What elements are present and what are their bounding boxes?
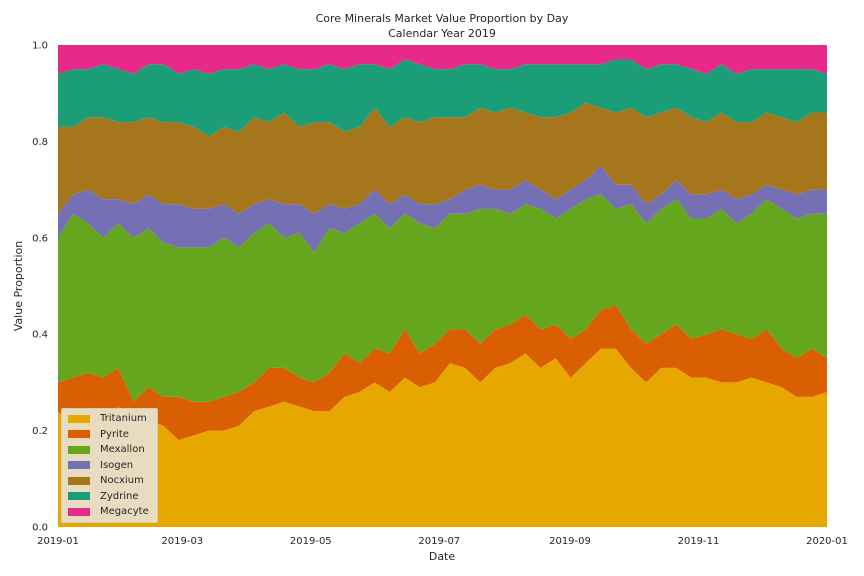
x-tick-label: 2019-07 xyxy=(418,536,460,547)
y-axis-ticks: 0.0 0.2 0.4 0.6 0.8 1.0 xyxy=(32,41,48,534)
x-tick-label: 2019-09 xyxy=(549,536,591,547)
x-tick-label: 2019-01 xyxy=(37,536,79,547)
legend-label: Nocxium xyxy=(100,475,144,487)
area-layers xyxy=(58,45,827,527)
legend-swatch xyxy=(68,461,90,470)
x-tick-label: 2019-05 xyxy=(290,536,332,547)
legend-item-mexallon: Mexallon xyxy=(62,442,157,458)
legend-label: Mexallon xyxy=(100,444,145,456)
y-tick-label: 0.6 xyxy=(32,233,48,244)
y-tick-label: 1.0 xyxy=(32,41,48,52)
area-series-zydrine xyxy=(58,59,827,137)
y-axis-label: Value Proportion xyxy=(12,241,25,331)
legend-label: Isogen xyxy=(100,459,134,471)
legend-swatch xyxy=(68,492,90,501)
legend-label: Megacyte xyxy=(100,506,149,518)
legend-swatch xyxy=(68,507,90,516)
x-axis-label: Date xyxy=(429,550,456,563)
legend-item-megacyte: Megacyte xyxy=(62,504,157,520)
area-series-megacyte xyxy=(58,45,827,74)
y-tick-label: 0.2 xyxy=(32,426,48,437)
legend-swatch xyxy=(68,445,90,454)
x-tick-label: 2019-11 xyxy=(678,536,720,547)
area-series-nocxium xyxy=(58,102,827,214)
legend: Tritanium Pyrite Mexallon Isogen Nocxium Zydr… xyxy=(61,408,158,523)
legend-item-nocxium: Nocxium xyxy=(62,473,157,489)
x-tick-label: 2020-01 xyxy=(806,536,848,547)
y-tick-label: 0.4 xyxy=(32,330,48,341)
legend-swatch xyxy=(68,430,90,439)
area-series-isogen xyxy=(58,165,827,253)
legend-item-pyrite: Pyrite xyxy=(62,427,157,443)
area-series-mexallon xyxy=(58,194,827,402)
chart-title: Core Minerals Market Value Proportion by… xyxy=(316,12,569,25)
x-axis-ticks: 2019-01 2019-03 2019-05 2019-07 2019-09 2019-… xyxy=(37,536,848,547)
area-series-pyrite xyxy=(58,305,827,441)
legend-swatch xyxy=(68,414,90,423)
y-tick-label: 0.8 xyxy=(32,137,48,148)
area-series-tritanium xyxy=(58,348,827,527)
chart-subtitle: Calendar Year 2019 xyxy=(388,27,496,40)
legend-swatch xyxy=(68,476,90,485)
y-tick-label: 0.0 xyxy=(32,523,48,534)
legend-item-zydrine: Zydrine xyxy=(62,489,157,505)
legend-item-isogen: Isogen xyxy=(62,458,157,474)
legend-label: Zydrine xyxy=(100,490,139,502)
legend-label: Pyrite xyxy=(100,428,129,440)
x-tick-label: 2019-03 xyxy=(161,536,203,547)
legend-label: Tritanium xyxy=(100,413,147,425)
legend-item-tritanium: Tritanium xyxy=(62,411,157,427)
